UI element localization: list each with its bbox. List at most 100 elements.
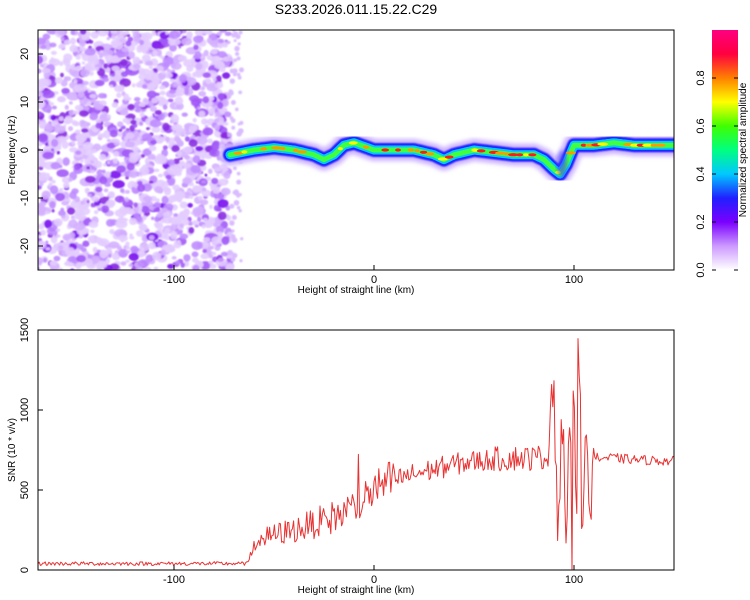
noise-speckle	[125, 259, 130, 264]
noise-speckle	[92, 128, 99, 133]
noise-speckle	[103, 129, 111, 139]
noise-speckle	[141, 32, 153, 41]
noise-speckle	[228, 56, 233, 62]
noise-speckle	[161, 207, 168, 213]
noise-speckle	[81, 204, 87, 208]
noise-speckle	[105, 67, 111, 73]
noise-speckle	[81, 33, 87, 41]
noise-speckle	[139, 166, 150, 176]
noise-speckle	[143, 266, 152, 270]
noise-speckle	[64, 76, 72, 82]
noise-speckle	[106, 249, 113, 256]
noise-speckle	[210, 49, 218, 55]
noise-speckle	[223, 121, 229, 126]
noise-speckle	[56, 96, 67, 103]
noise-speckle	[81, 61, 86, 65]
noise-speckle	[90, 160, 95, 164]
noise-speckle	[146, 127, 150, 131]
noise-speckle	[165, 30, 169, 35]
noise-speckle	[113, 150, 120, 157]
ridge-hotspot	[437, 157, 448, 161]
noise-speckle	[130, 245, 139, 253]
spectrogram-x-label: Height of straight line (km)	[298, 285, 415, 296]
noise-speckle	[129, 233, 133, 237]
noise-speckle	[173, 158, 180, 165]
noise-speckle	[147, 153, 156, 160]
noise-speckle	[179, 233, 189, 240]
colorbar-label: Normalized spectral amplitude	[738, 82, 749, 217]
noise-speckle	[134, 107, 141, 113]
noise-speckle	[138, 250, 145, 256]
noise-speckle	[53, 255, 61, 262]
snr-y-ticks: 0 500 1000 1500	[19, 318, 43, 573]
noise-speckle	[207, 138, 213, 144]
noise-speckle	[217, 41, 224, 49]
noise-speckle	[44, 123, 54, 133]
noise-speckle	[94, 79, 105, 87]
noise-speckle	[169, 78, 175, 83]
noise-speckle	[81, 128, 89, 133]
ridge-hotspot	[650, 143, 658, 147]
noise-speckle	[112, 180, 125, 189]
noise-speckle	[239, 259, 243, 263]
noise-speckle	[142, 195, 153, 202]
noise-speckle	[184, 136, 190, 142]
noise-speckle	[73, 121, 80, 127]
noise-speckle	[211, 240, 217, 247]
noise-speckle	[124, 141, 135, 148]
x-tick-label: 0	[371, 574, 377, 586]
noise-speckle	[75, 54, 81, 60]
noise-speckle	[148, 81, 156, 91]
noise-speckle	[41, 67, 51, 74]
noise-speckle	[51, 120, 59, 126]
noise-speckle	[64, 115, 73, 124]
noise-speckle	[109, 170, 122, 179]
ridge-hotspot	[597, 142, 609, 146]
noise-speckle	[153, 266, 159, 270]
ridge-hotspot	[495, 151, 506, 155]
noise-speckle	[206, 37, 212, 44]
noise-speckle	[88, 39, 94, 44]
ridge-hotspot	[395, 148, 401, 152]
noise-speckle	[165, 136, 170, 142]
noise-speckle	[120, 31, 126, 38]
noise-speckle	[38, 92, 44, 97]
noise-speckle	[71, 141, 76, 145]
noise-speckle	[74, 104, 84, 111]
noise-speckle	[202, 96, 210, 104]
noise-speckle	[67, 239, 71, 244]
noise-speckle	[236, 131, 242, 137]
noise-speckle	[38, 111, 42, 117]
noise-speckle	[218, 39, 224, 44]
noise-speckle	[178, 45, 182, 49]
noise-speckle	[63, 182, 70, 189]
noise-speckle	[84, 187, 90, 192]
noise-speckle	[221, 138, 227, 143]
colorbar-tick-label: 0.0	[695, 262, 707, 277]
noise-speckle	[201, 155, 206, 160]
noise-speckle	[162, 145, 168, 150]
noise-speckle	[58, 189, 62, 193]
noise-speckle	[61, 200, 69, 206]
noise-speckle	[38, 68, 42, 74]
noise-speckle	[102, 77, 110, 83]
noise-speckle	[212, 188, 221, 194]
noise-speckle	[104, 182, 111, 187]
noise-speckle	[155, 198, 160, 203]
noise-speckle	[86, 165, 91, 170]
noise-speckle	[44, 210, 50, 215]
y-tick-label: 20	[19, 48, 31, 60]
noise-speckle	[114, 195, 125, 203]
snr-x-label: Height of straight line (km)	[298, 585, 415, 596]
noise-speckle	[47, 173, 50, 177]
noise-speckle	[60, 207, 65, 212]
spectrogram-y-ticks: -20 -10 0 10 20	[19, 48, 43, 254]
noise-speckle	[61, 140, 69, 149]
noise-speckle	[50, 114, 57, 121]
noise-speckle	[171, 144, 180, 153]
noise-speckle	[89, 112, 99, 121]
ridge-hotspot	[476, 149, 486, 153]
noise-speckle	[172, 83, 178, 88]
ridge-hotspot	[508, 153, 519, 157]
noise-speckle	[166, 210, 170, 214]
